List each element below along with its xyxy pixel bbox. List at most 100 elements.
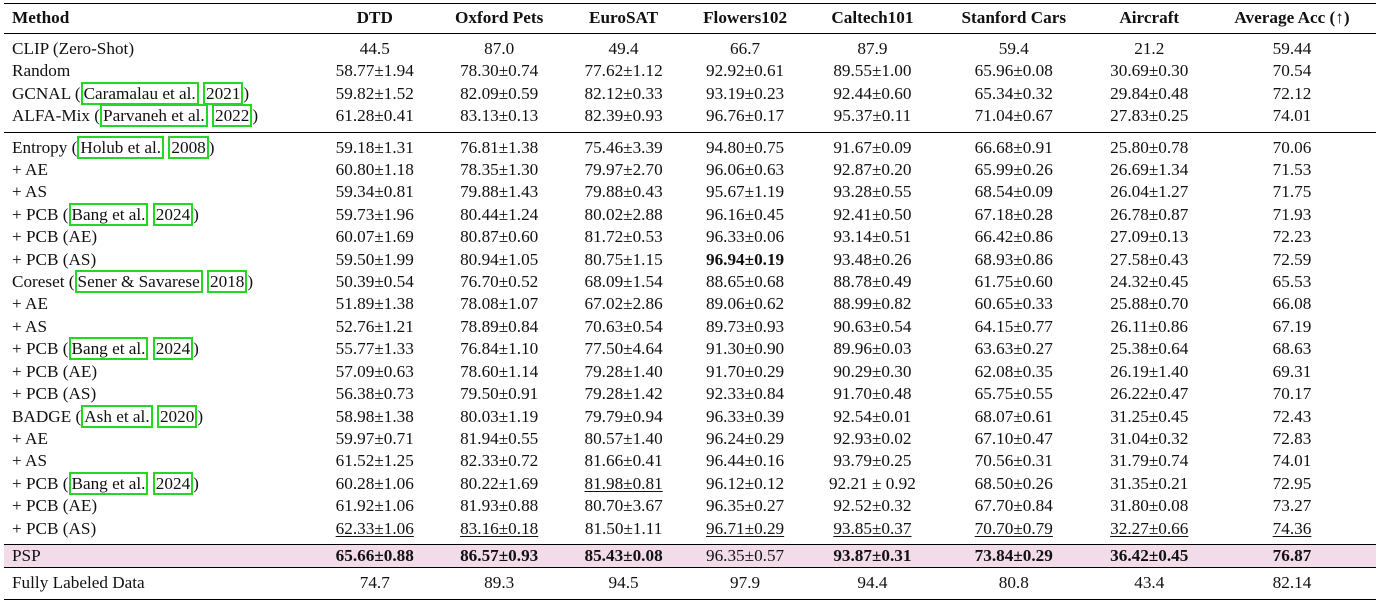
value-cell: 91.30±0.90 (705, 339, 785, 359)
value-cell: 62.08±0.35 (974, 361, 1053, 381)
citation-year[interactable]: 2020 (156, 404, 198, 428)
value-cell: 59.18±1.31 (335, 137, 414, 157)
method-cell: + PCB (AE) (4, 226, 316, 248)
value-cell: 79.28±1.40 (584, 361, 663, 381)
value-cell: 70.63±0.54 (584, 316, 663, 336)
table-row: + AE 59.97±0.71 81.94±0.55 80.57±1.40 96.24±… (4, 428, 1376, 450)
col-header-oxford-pets: Oxford Pets (455, 8, 544, 28)
value-cell: 89.73±0.93 (705, 316, 785, 336)
value-cell: 68.09±1.54 (584, 272, 663, 292)
value-cell: 67.02±2.86 (584, 294, 663, 314)
value-cell: 91.70±0.29 (705, 361, 785, 381)
value-cell: 31.35±0.21 (1110, 473, 1189, 493)
value-cell: 71.53 (1272, 160, 1312, 180)
value-cell: 82.33±0.72 (460, 451, 539, 471)
value-cell: 49.4 (608, 39, 639, 58)
value-cell: 70.06 (1272, 137, 1312, 157)
value-cell: 92.21 ± 0.92 (829, 473, 916, 493)
col-header-aircraft: Aircraft (1119, 8, 1180, 28)
citation-year[interactable]: 2024 (152, 202, 194, 226)
citation-year[interactable]: 2021 (203, 81, 244, 105)
value-cell: 70.70±0.79 (974, 518, 1053, 538)
value-cell: 68.93±0.86 (974, 249, 1053, 269)
citation-authors[interactable]: Bang et al. (68, 337, 149, 361)
value-cell: 82.39±0.93 (584, 106, 663, 126)
value-cell: 29.84±0.48 (1110, 83, 1189, 103)
citation-authors[interactable]: Ash et al. (81, 404, 153, 428)
col-header-stanford-cars: Stanford Cars (961, 8, 1067, 28)
citation-authors[interactable]: Caramalau et al. (80, 81, 199, 105)
citation-year[interactable]: 2024 (152, 471, 194, 495)
value-cell: 78.60±1.14 (460, 361, 539, 381)
value-cell: 95.37±0.11 (833, 106, 912, 126)
value-cell: 79.88±0.43 (584, 182, 663, 202)
method-cell: PSP (4, 544, 316, 567)
value-cell: 60.65±0.33 (974, 294, 1053, 314)
value-cell: 26.69±1.34 (1110, 160, 1189, 180)
value-cell: 96.44±0.16 (705, 451, 785, 471)
method-cell: GCNAL (Caramalau et al. 2021) (4, 81, 316, 105)
value-cell: 96.76±0.17 (705, 106, 785, 126)
table-row: + PCB (AS) 59.50±1.99 80.94±1.05 80.75±1.15… (4, 249, 1376, 271)
table-row: + PCB (Bang et al. 2024) 60.28±1.06 80.22±… (4, 471, 1376, 495)
value-cell: 72.95 (1272, 473, 1312, 493)
value-cell: 60.80±1.18 (335, 160, 414, 180)
citation-year[interactable]: 2022 (211, 104, 253, 128)
method-name: ) (247, 272, 254, 292)
method-name: + PCB (AE) (12, 361, 98, 381)
value-cell: 92.54±0.01 (833, 406, 912, 426)
table-row: + PCB (AE) 57.09±0.63 78.60±1.14 79.28±1.40… (4, 361, 1376, 383)
value-cell: 62.33±1.06 (335, 518, 414, 538)
citation-year[interactable]: 2008 (168, 135, 209, 159)
value-cell: 32.27±0.66 (1110, 518, 1189, 538)
value-cell: 26.22±0.47 (1110, 384, 1189, 404)
value-cell: 74.7 (359, 573, 390, 593)
value-cell: 55.77±1.33 (335, 339, 414, 359)
col-header-average-acc: Average Acc (↑) (1234, 8, 1350, 28)
method-cell: + AE (4, 293, 316, 315)
value-cell: 79.50±0.91 (460, 384, 539, 404)
value-cell: 97.9 (730, 573, 761, 593)
col-header-dtd: DTD (356, 8, 393, 28)
method-name: Entropy ( (12, 137, 78, 157)
value-cell: 80.44±1.24 (460, 204, 539, 224)
value-cell: 82.14 (1272, 573, 1312, 593)
method-cell: ALFA-Mix (Parvaneh et al. 2022) (4, 104, 316, 132)
method-cell: + PCB (AS) (4, 249, 316, 271)
value-cell: 92.44±0.60 (833, 83, 912, 103)
table-row: Entropy (Holub et al. 2008) 59.18±1.31 76.… (4, 132, 1376, 159)
citation-year[interactable]: 2024 (152, 337, 194, 361)
value-cell: 93.19±0.23 (705, 83, 785, 103)
citation-authors[interactable]: Bang et al. (68, 471, 149, 495)
value-cell: 82.09±0.59 (460, 83, 539, 103)
citation-authors[interactable]: Bang et al. (68, 202, 149, 226)
table-row: + PCB (AE) 60.07±1.69 80.87±0.60 81.72±0.53… (4, 226, 1376, 248)
value-cell: 87.9 (857, 39, 888, 58)
value-cell: 69.31 (1272, 361, 1312, 381)
method-name: ) (193, 339, 199, 359)
method-name: Random (12, 61, 71, 81)
value-cell: 36.42±0.45 (1110, 545, 1189, 565)
table-row: + PCB (AE) 61.92±1.06 81.93±0.88 80.70±3.67… (4, 495, 1376, 517)
citation-authors[interactable]: Sener & Savarese (74, 270, 203, 294)
table-row: + AE 60.80±1.18 78.35±1.30 79.97±2.70 96.06±… (4, 159, 1376, 181)
value-cell: 63.63±0.27 (974, 339, 1053, 359)
method-name: + PCB (AE) (12, 227, 98, 247)
citation-authors[interactable]: Holub et al. (77, 135, 165, 159)
method-name: + AE (12, 160, 48, 180)
value-cell: 72.43 (1272, 406, 1312, 426)
citation-authors[interactable]: Parvaneh et al. (100, 104, 208, 128)
value-cell: 60.28±1.06 (335, 473, 414, 493)
citation-year[interactable]: 2018 (207, 270, 248, 294)
method-name: ALFA-Mix ( (12, 106, 101, 126)
value-cell: 92.33±0.84 (705, 384, 785, 404)
value-cell: 27.09±0.13 (1110, 227, 1189, 247)
method-name: ) (252, 106, 259, 126)
method-cell: + PCB (AE) (4, 361, 316, 383)
table-row: GCNAL (Caramalau et al. 2021) 59.82±1.52 8… (4, 81, 1376, 105)
value-cell: 92.92±0.61 (705, 61, 785, 81)
value-cell: 87.0 (484, 39, 515, 58)
value-cell: 65.66±0.88 (335, 545, 414, 565)
value-cell: 59.34±0.81 (335, 182, 414, 202)
method-cell: + AE (4, 159, 316, 181)
